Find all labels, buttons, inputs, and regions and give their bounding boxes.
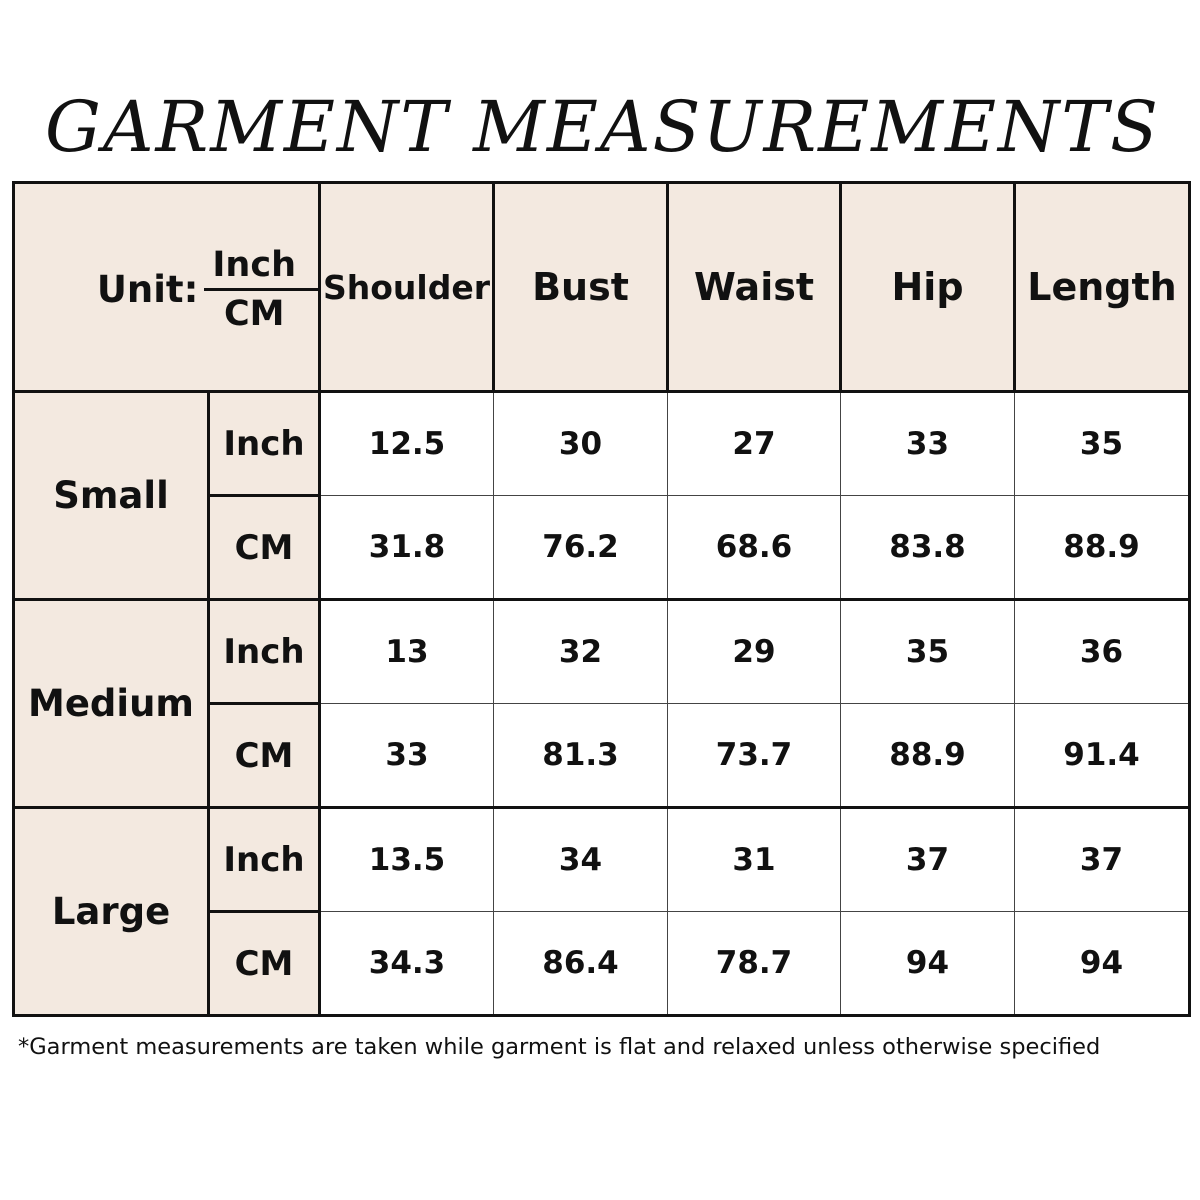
measurement-cell: 36 (1014, 599, 1190, 704)
measurement-cell: 88.9 (1014, 495, 1190, 601)
column-header-waist: Waist (666, 181, 842, 393)
column-header-hip: Hip (839, 181, 1016, 393)
measurement-cell: 33 (840, 391, 1015, 496)
measurement-cell: 27 (667, 391, 841, 496)
measurement-cell: 88.9 (840, 703, 1015, 809)
table-row: CM 34.3 86.4 78.7 94 94 (14, 910, 1190, 1017)
unit-label: Inch (207, 806, 321, 913)
measurement-cell: 31.8 (319, 495, 494, 601)
unit-label: Inch (207, 390, 321, 497)
column-header-shoulder: Shoulder (318, 181, 495, 393)
measurement-cell: 33 (319, 703, 494, 809)
measurement-cell: 86.4 (493, 911, 668, 1017)
size-label: Large (12, 806, 210, 1017)
measurement-cell: 73.7 (667, 703, 841, 809)
unit-label: CM (207, 494, 321, 601)
unit-label: CM (207, 910, 321, 1017)
measurement-cell: 94 (1014, 911, 1190, 1017)
measurement-cell: 37 (840, 807, 1015, 912)
page-title: GARMENT MEASUREMENTS (45, 86, 1160, 168)
table-row: Large Inch 13.5 34 31 37 37 (12, 806, 1190, 1017)
unit-inch: Inch (204, 242, 318, 291)
unit-label: Inch (207, 598, 321, 705)
measurement-cell: 34.3 (319, 911, 494, 1017)
unit-label: CM (207, 702, 321, 809)
header-row: Unit: Inch CM Shoulder Bust Waist Hip Le… (12, 181, 1191, 393)
measurement-cell: 81.3 (493, 703, 668, 809)
measurement-cell: 91.4 (1014, 703, 1190, 809)
column-header-bust: Bust (492, 181, 669, 393)
measurement-cell: 32 (493, 599, 668, 704)
size-label: Small (12, 390, 210, 601)
measurement-cell: 29 (667, 599, 841, 704)
measurement-cell: 12.5 (319, 391, 494, 496)
measurement-cell: 13.5 (319, 807, 494, 912)
measurement-cell: 13 (319, 599, 494, 704)
table-row: Small Inch 12.5 30 27 33 35 (12, 390, 1190, 601)
measurement-table: Unit: Inch CM Shoulder Bust Waist Hip Le… (12, 181, 1191, 1017)
table-row: CM 33 81.3 73.7 88.9 91.4 (14, 702, 1190, 809)
measurement-cell: 34 (493, 807, 668, 912)
table-row: CM 31.8 76.2 68.6 83.8 88.9 (14, 494, 1190, 601)
measurement-cell: 37 (1014, 807, 1190, 912)
unit-label: Unit: (96, 268, 199, 311)
measurement-cell: 94 (840, 911, 1015, 1017)
measurement-cell: 35 (1014, 391, 1190, 496)
unit-cm: CM (223, 294, 285, 334)
unit-header-cell: Unit: Inch CM (12, 181, 321, 393)
measurement-cell: 31 (667, 807, 841, 912)
table-row: Medium Inch 13 32 29 35 36 (12, 598, 1190, 809)
measurement-cell: 68.6 (667, 495, 841, 601)
measurement-cell: 83.8 (840, 495, 1015, 601)
column-header-length: Length (1013, 181, 1191, 393)
measurement-cell: 76.2 (493, 495, 668, 601)
measurement-cell: 30 (493, 391, 668, 496)
measurement-cell: 35 (840, 599, 1015, 704)
measurement-cell: 78.7 (667, 911, 841, 1017)
footnote: *Garment measurements are taken while ga… (18, 1034, 1101, 1060)
size-label: Medium (12, 598, 210, 809)
